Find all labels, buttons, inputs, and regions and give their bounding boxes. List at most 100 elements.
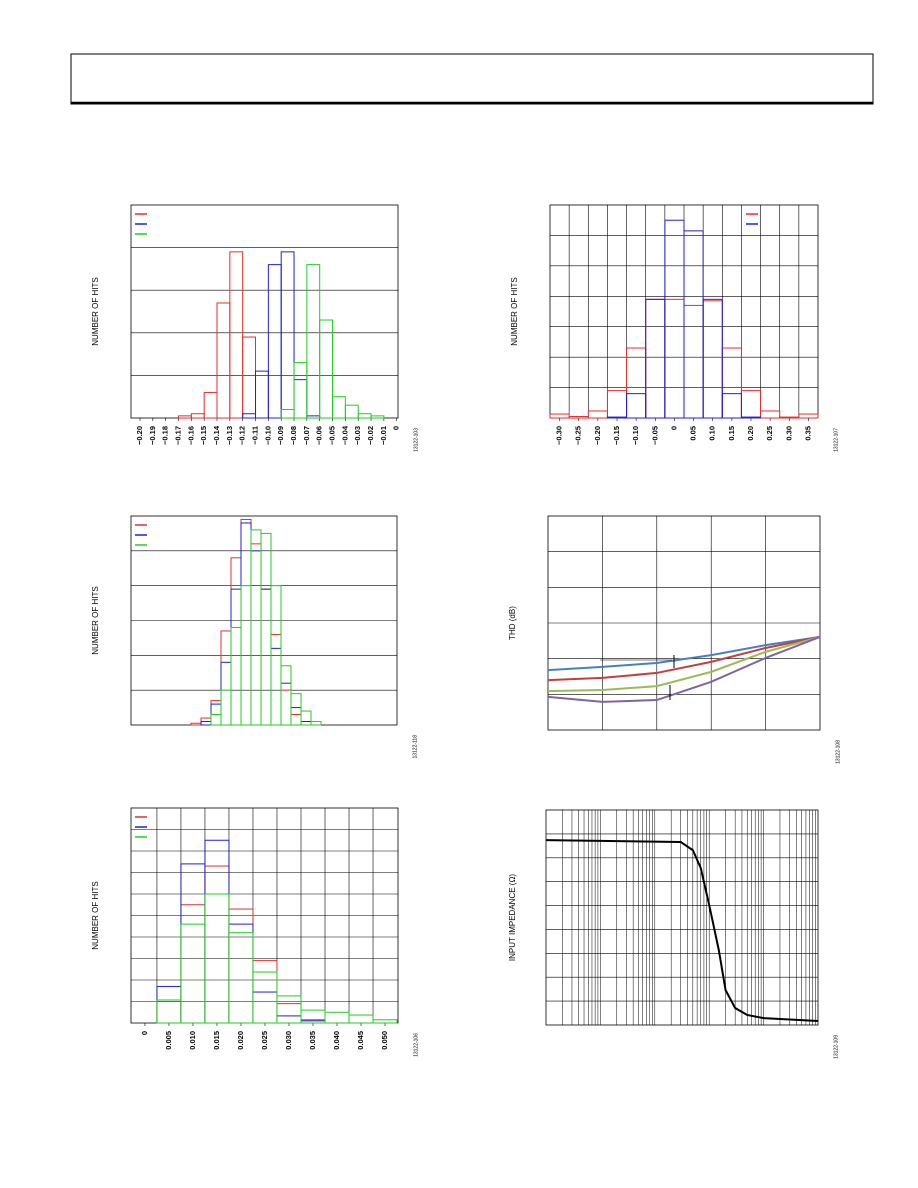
x-tick-label: −0.09	[276, 426, 285, 445]
histogram-bar	[203, 391, 218, 419]
histogram-bar	[230, 626, 242, 726]
data-line	[547, 635, 821, 693]
histogram-bar	[242, 413, 257, 419]
figure-id: 13122-107	[833, 428, 839, 452]
histogram-bar	[216, 302, 231, 419]
histogram-bar	[324, 1011, 350, 1024]
histogram-bar	[260, 588, 272, 726]
data-line	[547, 635, 821, 682]
x-tick-label: −0.10	[631, 426, 640, 445]
histogram-bar	[220, 630, 232, 726]
x-tick-label: −0.12	[238, 426, 247, 445]
header-box	[70, 53, 874, 105]
histogram-bar	[779, 416, 800, 419]
histogram-bar	[606, 416, 628, 419]
histogram-bar	[267, 264, 282, 419]
x-tick-label: −0.15	[612, 426, 621, 445]
figure-id: 13122-103	[413, 428, 419, 452]
x-tick-label: 0.030	[284, 1031, 293, 1050]
histogram-bar	[250, 550, 262, 726]
histogram-bar	[721, 347, 742, 419]
histogram-bar	[276, 995, 302, 1024]
x-tick-label: 0	[392, 426, 401, 430]
x-tick-label: −0.07	[302, 426, 311, 445]
x-tick-label: 0.25	[765, 426, 774, 441]
histogram-bar	[252, 971, 278, 1024]
histogram-bar	[290, 714, 302, 726]
histogram-bar	[204, 865, 230, 1024]
histogram-bar	[240, 518, 252, 726]
x-tick-label: −0.14	[212, 425, 221, 445]
histogram-bar	[740, 390, 762, 419]
x-tick-label: −0.17	[173, 426, 182, 445]
histogram-bar	[645, 298, 666, 419]
x-tick-label: −0.20	[593, 426, 602, 445]
x-tick-label: −0.16	[186, 426, 195, 445]
histogram-bar	[156, 985, 182, 1024]
histogram-bar	[300, 721, 312, 726]
figure-id: 13122-106	[413, 1033, 419, 1057]
histogram-bar	[156, 1001, 182, 1024]
histogram-bar	[220, 689, 232, 726]
histogram-bar	[250, 529, 262, 726]
x-tick-label: 0.10	[708, 426, 717, 441]
histogram-bar	[190, 413, 205, 419]
histogram-bar	[260, 588, 272, 726]
histogram-bar	[255, 370, 269, 419]
x-tick-label: 0.010	[188, 1031, 197, 1050]
x-tick-label: −0.18	[161, 426, 170, 445]
x-tick-label: 0.35	[803, 426, 812, 441]
y-axis-label: NUMBER OF HITS	[91, 277, 100, 345]
histogram-bar	[293, 379, 308, 419]
x-tick-label: 0.005	[164, 1031, 173, 1050]
x-tick-label: 0.045	[356, 1031, 365, 1050]
histogram-bar	[200, 721, 212, 726]
figure-id: 13122-108	[835, 740, 841, 764]
histogram-bar	[664, 219, 685, 419]
histogram-bar	[293, 362, 308, 419]
figure-id: 13122-118	[412, 735, 418, 759]
x-tick-label: −0.05	[328, 426, 337, 445]
histogram-bar	[568, 415, 589, 419]
histogram-bar	[280, 408, 295, 419]
histogram-bar	[276, 1003, 302, 1024]
x-tick-label: −0.11	[250, 426, 259, 445]
histogram-bar	[260, 532, 272, 726]
y-axis-label: NUMBER OF HITS	[91, 881, 100, 949]
histogram-bar	[549, 413, 570, 419]
histogram-bar	[220, 661, 232, 726]
histogram-bar	[210, 714, 222, 726]
histogram-bar	[740, 416, 762, 419]
histogram-bar	[280, 251, 295, 419]
x-tick-label: −0.25	[574, 426, 583, 445]
histogram-bar	[606, 390, 628, 419]
figure-id: 13122-109	[833, 1035, 839, 1059]
x-tick-label: −0.04	[340, 425, 349, 445]
y-axis-label: THD (dB)	[508, 606, 517, 640]
histogram-bar	[280, 689, 292, 726]
histogram-bar	[290, 707, 302, 726]
histogram-bar	[280, 665, 292, 726]
histogram-bar	[204, 839, 230, 1024]
x-tick-label: −0.19	[148, 426, 157, 445]
x-tick-label: 0.05	[689, 426, 698, 441]
histogram-bar	[645, 298, 666, 419]
x-tick-label: −0.13	[225, 426, 234, 445]
histogram-bar	[270, 585, 282, 726]
x-tick-label: 0	[669, 426, 678, 430]
histogram-bar	[180, 863, 206, 1024]
histogram-bar	[242, 336, 257, 419]
histogram-bar	[280, 682, 292, 726]
x-tick-label: 0.15	[727, 426, 736, 441]
x-tick-label: −0.02	[366, 426, 375, 445]
histogram-bar	[760, 410, 781, 419]
x-tick-label: 0	[140, 1031, 149, 1035]
histogram-bar	[370, 415, 385, 419]
x-tick-label: −0.03	[353, 426, 362, 445]
x-tick-label: −0.30	[555, 426, 564, 445]
histogram-bar	[344, 404, 359, 419]
histogram-bar	[372, 1019, 398, 1024]
histogram-bar	[357, 413, 372, 419]
histogram-bar	[228, 932, 254, 1024]
histogram-bar	[798, 413, 819, 419]
